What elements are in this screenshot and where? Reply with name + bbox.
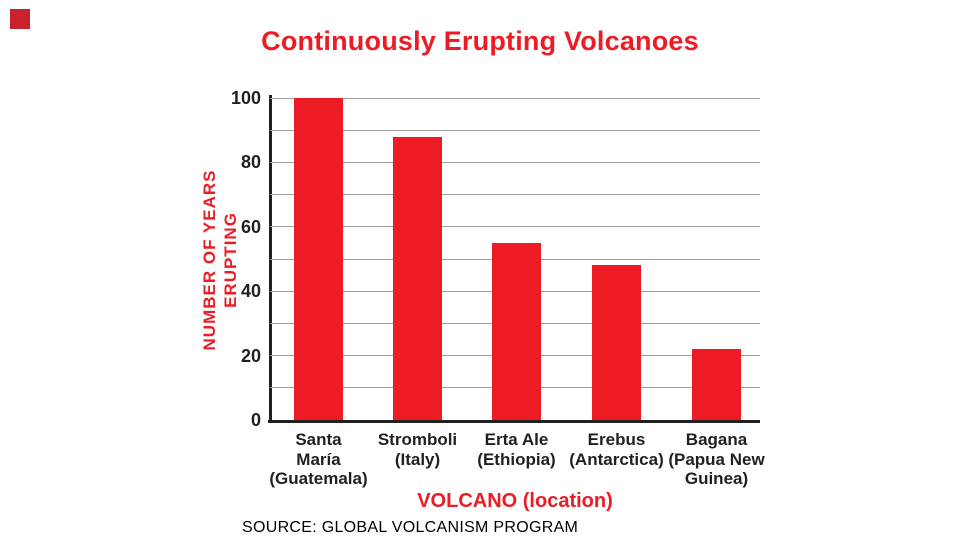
category-line: Erta Ale (484, 430, 549, 449)
y-tick-label: 80 (240, 152, 261, 173)
y-axis-title-line: ERUPTING (221, 212, 240, 308)
bar-2 (393, 137, 442, 420)
y-tick-label: 100 (230, 88, 261, 108)
x-category-label: Stromboli (Italy) (378, 430, 457, 469)
category-line: Guinea) (684, 469, 749, 488)
x-axis-title: VOLCANO (location) (417, 490, 613, 512)
y-tick-label: 0 (250, 410, 261, 430)
gridline (270, 129, 760, 131)
category-line: Erebus (587, 430, 646, 449)
y-tick-label: 20 (240, 345, 261, 366)
x-category-label: Santa María (Guatemala) (269, 430, 367, 489)
x-axis-line (268, 420, 760, 423)
category-line: (Antarctica) (569, 449, 664, 469)
category-line: María (296, 449, 341, 469)
gridline (270, 226, 760, 228)
y-axis-title-line: NUMBER OF YEARS (200, 169, 219, 351)
category-line: Bagana (685, 430, 748, 449)
category-line: (Papua New (668, 449, 765, 469)
plot-area (270, 97, 760, 420)
bar-1 (294, 98, 343, 420)
chart-title: Continuously Erupting Volcanoes (261, 26, 699, 56)
category-line: (Guatemala) (269, 469, 368, 488)
bar-3 (492, 243, 541, 420)
gridline (270, 97, 760, 99)
x-category-label: Erebus (Antarctica) (569, 430, 663, 469)
gridline (270, 194, 760, 196)
category-line: Stromboli (377, 430, 458, 449)
corner-marker-square (10, 9, 30, 29)
y-tick-label: 40 (240, 281, 261, 302)
source-note: SOURCE: GLOBAL VOLCANISM PROGRAM (242, 519, 579, 536)
gridline (270, 161, 760, 163)
category-line: Santa (295, 430, 342, 449)
category-line: (Italy) (394, 449, 441, 469)
x-category-label: Bagana (Papua New Guinea) (668, 430, 764, 489)
category-line: (Ethiopia) (477, 449, 556, 469)
y-tick-label: 60 (240, 216, 261, 237)
bar-5 (692, 349, 741, 420)
y-axis-title: NUMBER OF YEARS ERUPTING (199, 160, 241, 360)
x-category-label: Erta Ale (Ethiopia) (477, 430, 555, 469)
bar-4 (592, 265, 641, 420)
